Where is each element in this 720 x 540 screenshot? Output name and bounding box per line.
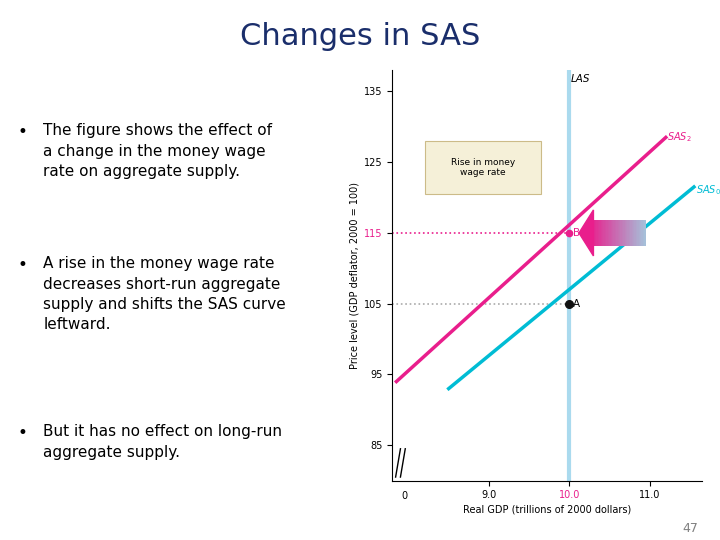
Text: Changes in SAS: Changes in SAS — [240, 22, 480, 51]
Text: A: A — [573, 299, 580, 309]
Y-axis label: Price level (GDP deflator, 2000 = 100): Price level (GDP deflator, 2000 = 100) — [350, 182, 360, 369]
Text: •: • — [18, 123, 28, 141]
Text: LAS: LAS — [571, 74, 590, 84]
FancyArrow shape — [579, 210, 593, 256]
Text: Rise in money
wage rate: Rise in money wage rate — [451, 158, 515, 177]
Text: 47: 47 — [683, 522, 698, 535]
FancyBboxPatch shape — [425, 141, 541, 194]
Text: But it has no effect on long-run
aggregate supply.: But it has no effect on long-run aggrega… — [43, 424, 282, 460]
Text: •: • — [18, 256, 28, 274]
Text: $SAS_0$: $SAS_0$ — [696, 184, 720, 198]
Text: •: • — [18, 424, 28, 442]
Text: A rise in the money wage rate
decreases short-run aggregate
supply and shifts th: A rise in the money wage rate decreases … — [43, 256, 286, 333]
X-axis label: Real GDP (trillions of 2000 dollars): Real GDP (trillions of 2000 dollars) — [463, 504, 631, 515]
Text: $SAS_2$: $SAS_2$ — [667, 131, 692, 144]
Text: 0: 0 — [401, 491, 408, 501]
Text: The figure shows the effect of
a change in the money wage
rate on aggregate supp: The figure shows the effect of a change … — [43, 123, 272, 179]
Text: B: B — [573, 228, 580, 238]
